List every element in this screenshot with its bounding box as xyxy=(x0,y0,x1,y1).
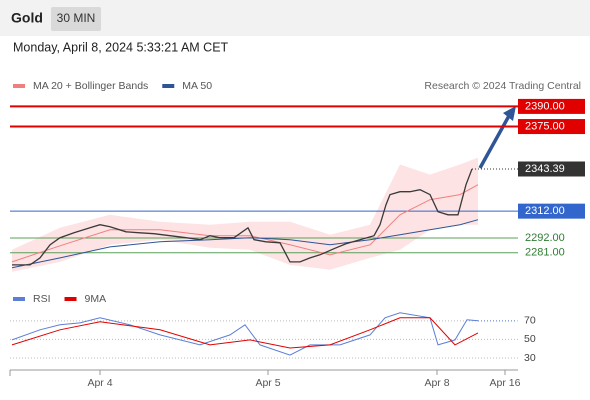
bollinger-band xyxy=(12,157,478,272)
level-label: 2312.00 xyxy=(525,205,565,217)
y-tick-label: 70 xyxy=(524,315,536,327)
legend-label[interactable]: RSI xyxy=(33,293,51,305)
legend-label[interactable]: MA 50 xyxy=(182,80,212,92)
series-line xyxy=(11,312,479,356)
source: Research © 2024 Trading Central xyxy=(424,80,581,92)
series-line xyxy=(11,184,479,263)
legend-label[interactable]: MA 20 + Bollinger Bands xyxy=(33,80,148,92)
legend-swatch[interactable] xyxy=(13,84,25,88)
series-line xyxy=(12,168,473,266)
legend-label[interactable]: 9MA xyxy=(85,293,107,305)
level-label: 2375.00 xyxy=(525,120,565,132)
legend-swatch[interactable] xyxy=(13,297,25,301)
level-label: 2281.00 xyxy=(525,247,565,259)
instrument: Gold xyxy=(11,10,43,26)
level-label-box xyxy=(518,119,585,135)
legend-swatch[interactable] xyxy=(162,84,175,88)
series-line xyxy=(11,219,479,269)
datetime: Monday, April 8, 2024 5:33:21 AM CET xyxy=(13,40,229,54)
x-tick-label: Apr 16 xyxy=(490,377,521,389)
last-price-box xyxy=(518,161,585,177)
level-label: 2292.00 xyxy=(525,232,565,244)
forecast-arrowhead xyxy=(503,106,516,121)
x-tick-label: Apr 4 xyxy=(87,377,112,389)
timeframe[interactable]: 30 MIN xyxy=(57,11,96,25)
level-label-box xyxy=(518,203,585,219)
last-price-label: 2343.39 xyxy=(525,163,565,175)
legend-swatch[interactable] xyxy=(64,297,77,301)
x-tick-label: Apr 8 xyxy=(424,377,449,389)
level-label: 2390.00 xyxy=(525,100,565,112)
y-tick-label: 50 xyxy=(524,333,536,345)
y-tick-label: 30 xyxy=(524,352,536,364)
forecast-arrow xyxy=(478,113,512,169)
timeframe-badge[interactable] xyxy=(51,7,101,31)
level-label-box xyxy=(518,98,585,114)
series-line xyxy=(11,317,479,349)
x-tick-label: Apr 5 xyxy=(255,377,280,389)
